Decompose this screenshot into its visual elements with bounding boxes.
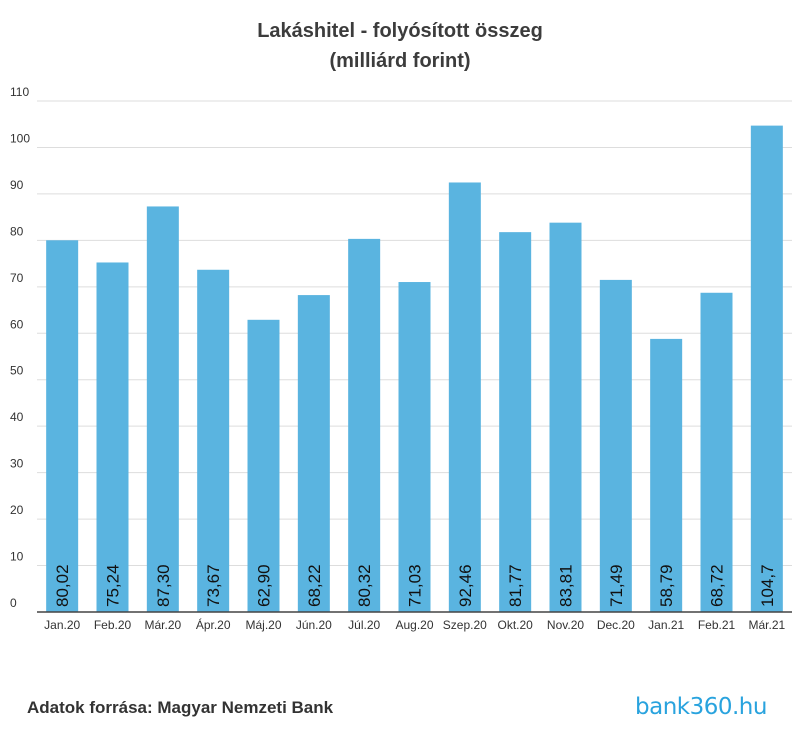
data-label: 71,03 xyxy=(406,564,425,607)
bar-Máj.20 xyxy=(247,319,280,612)
bar-Feb.21 xyxy=(700,292,733,612)
data-label: 75,24 xyxy=(104,564,123,607)
data-label: 80,32 xyxy=(355,564,374,607)
bar-Dec.20 xyxy=(599,279,632,612)
x-tick-label: Jún.20 xyxy=(296,618,332,632)
data-label: 73,67 xyxy=(204,564,223,607)
data-label: 62,90 xyxy=(255,564,274,607)
x-tick-label: Ápr.20 xyxy=(196,617,231,632)
y-tick-label: 20 xyxy=(10,503,24,517)
source-text: Adatok forrása: Magyar Nemzeti Bank xyxy=(27,698,334,717)
bars xyxy=(46,125,783,613)
bar-Már.21 xyxy=(750,125,783,612)
bar-Júl.20 xyxy=(348,238,381,613)
x-tick-label: Már.21 xyxy=(748,618,785,632)
x-tick-label: Jan.20 xyxy=(44,618,80,632)
y-tick-label: 110 xyxy=(10,85,29,99)
x-tick-label: Feb.21 xyxy=(698,618,736,632)
y-tick-label: 90 xyxy=(10,178,24,192)
y-tick-label: 0 xyxy=(10,596,17,610)
x-tick-label: Máj.20 xyxy=(245,618,281,632)
bar-Jan.21 xyxy=(650,338,683,612)
data-label: 87,30 xyxy=(154,564,173,607)
bar-Feb.20 xyxy=(96,262,129,612)
bar-Okt.20 xyxy=(499,232,532,612)
chart-title: Lakáshitel - folyósított összeg xyxy=(257,20,543,42)
data-label: 71,49 xyxy=(607,564,626,607)
x-axis-ticks: Jan.20 Feb.20 Már.20 Ápr.20 Máj.20 Jún.20 Júl.… xyxy=(44,617,785,632)
x-tick-label: Dec.20 xyxy=(597,618,635,632)
y-tick-label: 70 xyxy=(10,271,24,285)
bar-Ápr.20 xyxy=(197,269,230,612)
x-tick-label: Aug.20 xyxy=(395,618,433,632)
x-tick-label: Nov.20 xyxy=(547,618,584,632)
bar-chart: 0 10 20 30 40 50 60 70 80 90 100 110 80,02 75,24 87,3… xyxy=(10,85,792,632)
y-tick-label: 60 xyxy=(10,317,24,331)
bar-Aug.20 xyxy=(398,282,431,612)
bar-Jan.20 xyxy=(46,240,79,612)
x-tick-label: Szep.20 xyxy=(443,618,487,632)
data-label: 58,79 xyxy=(657,564,676,607)
x-tick-label: Júl.20 xyxy=(348,618,380,632)
data-label: 104,7 xyxy=(758,564,777,607)
bar-Szep.20 xyxy=(448,182,481,613)
x-tick-label: Már.20 xyxy=(144,618,181,632)
data-labels: 80,02 75,24 87,30 73,67 62,90 68,22 80,32 71,03… xyxy=(53,564,777,607)
x-tick-label: Feb.20 xyxy=(94,618,132,632)
bar-Jún.20 xyxy=(297,295,330,612)
data-label: 68,72 xyxy=(708,564,727,607)
data-label: 80,02 xyxy=(53,564,72,607)
y-tick-label: 40 xyxy=(10,410,24,424)
y-tick-label: 30 xyxy=(10,457,24,471)
y-tick-label: 50 xyxy=(10,364,24,378)
y-axis-ticks: 0 10 20 30 40 50 60 70 80 90 100 110 xyxy=(10,85,30,610)
data-label: 81,77 xyxy=(506,564,525,607)
bar-Már.20 xyxy=(146,206,179,612)
x-tick-label: Okt.20 xyxy=(497,618,533,632)
chart-subtitle: (milliárd forint) xyxy=(329,50,471,72)
data-label: 92,46 xyxy=(456,564,475,607)
x-tick-label: Jan.21 xyxy=(648,618,684,632)
y-tick-label: 80 xyxy=(10,224,24,238)
data-label: 83,81 xyxy=(557,564,576,607)
bar-Nov.20 xyxy=(549,222,582,612)
y-tick-label: 10 xyxy=(10,550,24,564)
data-label: 68,22 xyxy=(305,564,324,607)
y-tick-label: 100 xyxy=(10,131,30,145)
brand-logo: bank360.hu xyxy=(635,694,767,720)
